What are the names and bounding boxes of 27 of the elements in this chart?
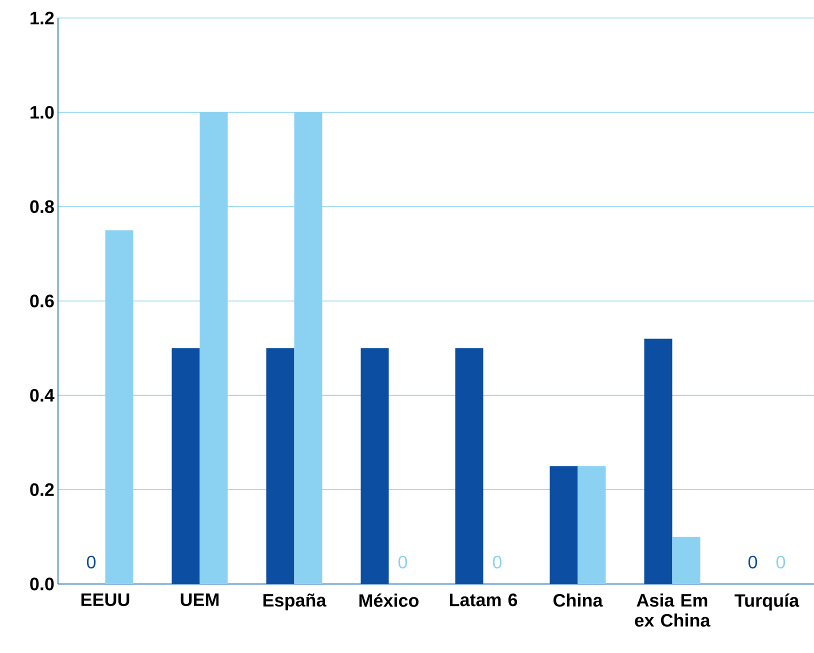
x-tick-label: UEM <box>180 594 219 606</box>
bar <box>672 536 700 584</box>
data-label: 0 <box>398 556 408 568</box>
data-label: 0 <box>748 556 758 568</box>
bar <box>550 466 578 584</box>
data-label: 0 <box>86 556 96 568</box>
bar <box>644 338 672 584</box>
data-label: 0 <box>492 556 502 568</box>
x-tick-label: Latam 6 <box>450 594 518 606</box>
y-tick-label: 0.4 <box>30 388 54 402</box>
x-tick-label: China <box>553 594 603 607</box>
x-tick-label: España <box>263 594 326 610</box>
y-tick-label: 0.8 <box>30 200 54 214</box>
x-tick-label: Asia Em ex China <box>634 594 710 627</box>
bar <box>455 348 484 584</box>
y-tick-label: 0.0 <box>30 578 54 590</box>
y-tick-label: 1.0 <box>30 106 54 119</box>
bar <box>266 348 294 584</box>
y-tick-label: 0.6 <box>30 294 54 308</box>
data-label: 0 <box>776 556 786 568</box>
x-tick-label: EEUU <box>81 594 130 606</box>
bar <box>360 348 389 584</box>
x-tick-label: Turquía <box>734 594 800 610</box>
bar <box>172 348 200 584</box>
y-tick-label: 0.2 <box>30 483 54 496</box>
y-tick-label: 1.2 <box>30 12 54 24</box>
x-tick-label: México <box>359 594 419 607</box>
